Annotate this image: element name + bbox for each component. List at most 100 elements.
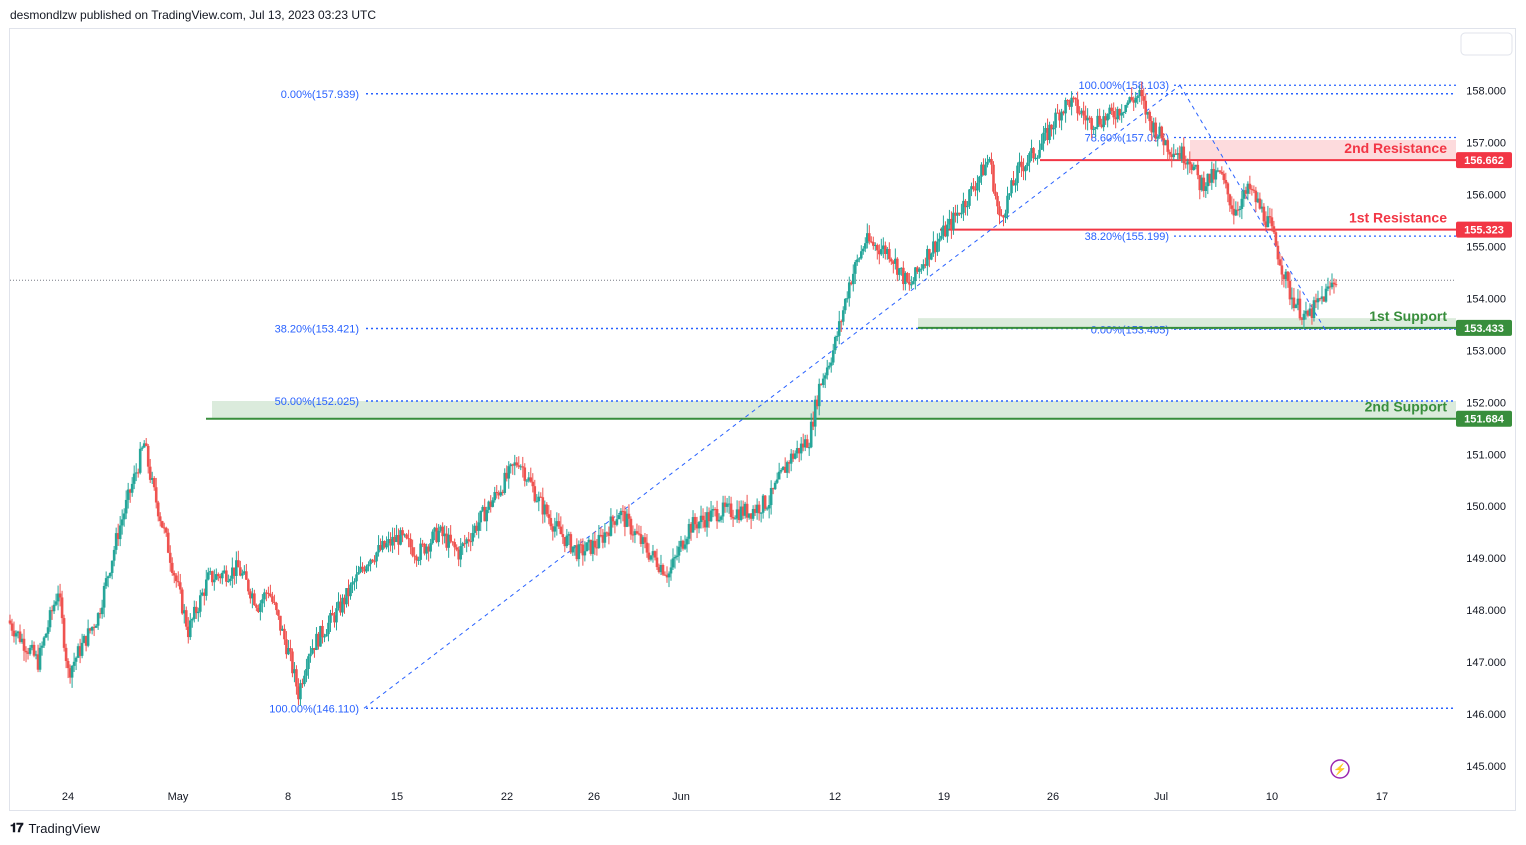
candle-body: [1214, 170, 1218, 180]
candle-body: [976, 182, 979, 191]
candle-body: [215, 574, 218, 580]
candle-body: [297, 686, 300, 700]
candle-body: [26, 652, 30, 654]
candle-body: [70, 665, 74, 678]
candle-body: [1058, 112, 1061, 121]
x-tick-label: Jul: [1154, 791, 1168, 803]
candle-body: [809, 421, 813, 448]
candle-body: [918, 268, 921, 272]
candle-body: [523, 467, 527, 481]
candle-body: [335, 608, 338, 623]
candle-body: [1270, 217, 1274, 227]
candle-body: [473, 525, 476, 533]
candle-body: [657, 567, 661, 573]
candle-body: [1014, 183, 1017, 186]
candle-body: [72, 661, 76, 666]
candle-body: [361, 566, 364, 570]
candle-body: [845, 298, 849, 300]
candle-body: [487, 501, 491, 510]
candle-body: [1000, 215, 1003, 217]
candle-body: [1110, 107, 1113, 112]
candle-body: [144, 443, 148, 446]
candle-body: [1116, 109, 1119, 120]
candle-body: [184, 610, 188, 627]
candle-body: [637, 533, 641, 535]
candle-body: [76, 646, 80, 658]
candle-body: [415, 556, 418, 561]
candle-body: [353, 581, 356, 583]
candle-body: [481, 506, 485, 511]
candle-body: [952, 212, 955, 230]
level-zone: [918, 318, 1456, 328]
candle-body: [1044, 128, 1047, 133]
candle-body: [1098, 115, 1101, 125]
candle-body: [1156, 136, 1160, 139]
candle-body: [876, 245, 879, 251]
candle-body: [715, 509, 719, 522]
candle-body: [1046, 128, 1049, 141]
candle-body: [597, 534, 601, 548]
candle-body: [1160, 126, 1164, 139]
candle-body: [42, 637, 46, 646]
candle-body: [1134, 97, 1137, 103]
candle-body: [1006, 195, 1009, 214]
candle-body: [667, 573, 671, 578]
candle-body: [365, 566, 368, 572]
candle-body: [172, 572, 176, 576]
x-tick-label: Jun: [672, 791, 690, 803]
candle-body: [771, 487, 775, 490]
x-tick-label: 19: [938, 791, 950, 803]
candle-body: [449, 534, 452, 542]
lightning-glyph: ⚡: [1333, 763, 1347, 776]
candle-body: [833, 337, 837, 351]
candle-body: [659, 565, 663, 573]
candle-body: [170, 562, 174, 573]
candle-body: [341, 597, 344, 613]
candle-body: [357, 572, 360, 575]
candle-body: [946, 224, 949, 237]
candle-body: [601, 535, 605, 543]
candle-body: [40, 645, 44, 648]
x-tick-label: 26: [588, 791, 600, 803]
candle-body: [241, 573, 244, 576]
candle-body: [1230, 205, 1234, 209]
candle-body: [1294, 304, 1298, 309]
candle-body: [349, 584, 352, 597]
level-label: 2nd Support: [1365, 399, 1448, 415]
candle-body: [367, 564, 370, 567]
candle-body: [609, 516, 613, 536]
candle-body: [807, 447, 811, 449]
candle-body: [761, 495, 765, 513]
candle-body: [285, 639, 288, 655]
candle-body: [741, 506, 745, 516]
candle-body: [1184, 163, 1188, 165]
candle-body: [182, 610, 186, 614]
candle-body: [299, 683, 302, 700]
candle-body: [1132, 99, 1135, 103]
candle-body: [910, 284, 913, 286]
candle-body: [1054, 112, 1057, 128]
candle-body: [1152, 122, 1156, 133]
candle-body: [525, 480, 529, 482]
candle-body: [811, 421, 815, 427]
candle-body: [505, 472, 509, 479]
candle-body: [727, 503, 731, 505]
candle-body: [217, 574, 220, 577]
candle-body: [517, 465, 521, 467]
candle-body: [986, 161, 989, 165]
candle-body: [1072, 97, 1075, 99]
x-tick-label: 22: [501, 791, 513, 803]
candle-body: [956, 212, 959, 216]
candle-body: [313, 648, 316, 651]
candle-body: [74, 657, 78, 662]
candle-body: [757, 504, 761, 514]
candle-body: [827, 365, 831, 368]
candle-body: [681, 540, 685, 549]
candle-body: [753, 508, 757, 513]
candle-body: [537, 496, 541, 502]
candle-body: [377, 545, 380, 553]
candle-body: [569, 534, 573, 553]
candle-body: [164, 527, 168, 533]
candle-body: [239, 567, 242, 576]
